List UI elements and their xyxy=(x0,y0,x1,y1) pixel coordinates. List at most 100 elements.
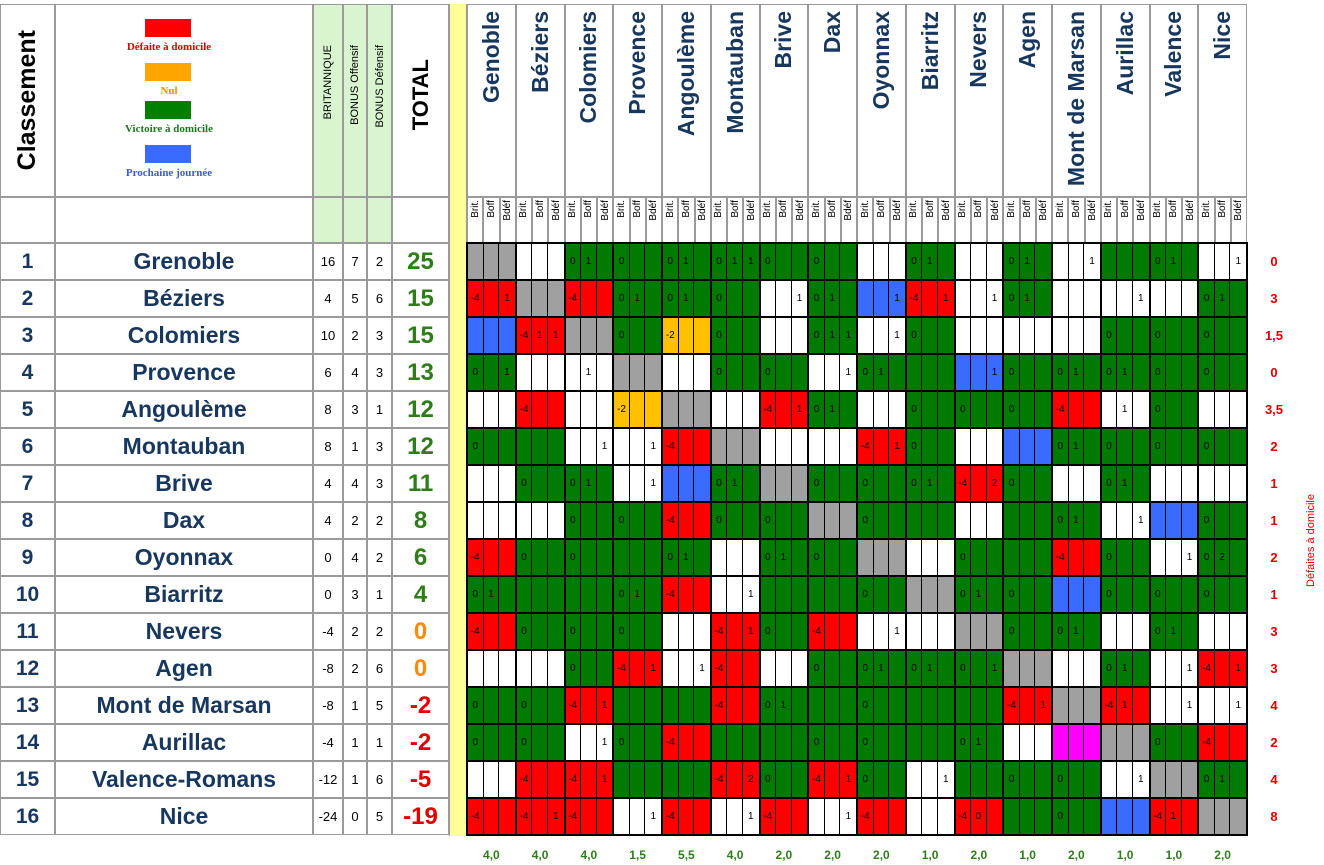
result-subcell xyxy=(858,318,874,353)
result-cell: -4 xyxy=(710,650,760,687)
result-subcell xyxy=(679,688,695,723)
column-header: Nevers xyxy=(954,4,1004,197)
result-subcell: 0 xyxy=(1053,429,1069,464)
result-subcell xyxy=(792,540,808,575)
result-cell: 1 xyxy=(808,354,857,391)
subheader-cell: Boff xyxy=(873,197,890,243)
result-subcell xyxy=(1151,762,1167,797)
column-header-label: Brive xyxy=(770,11,797,69)
result-subcell: 0 xyxy=(1102,466,1118,501)
result-subcell xyxy=(1035,355,1051,390)
bonus-defensif-value: 1 xyxy=(367,391,392,428)
subheader-label: Brit. xyxy=(1103,200,1115,218)
result-subcell xyxy=(1182,577,1198,612)
subheader-cell: Boff xyxy=(580,197,597,243)
result-subcell xyxy=(792,762,808,797)
result-subcell xyxy=(840,244,856,279)
result-subcell xyxy=(956,318,972,353)
result-cell: -4 1 xyxy=(759,391,809,428)
result-cell: 1 xyxy=(954,354,1004,391)
result-subcell: 1 xyxy=(1069,503,1085,538)
result-subcell xyxy=(1069,799,1085,834)
column-total-value: 2,0 xyxy=(970,848,988,862)
subheader-cell: Boff xyxy=(629,197,646,243)
total-value: 15 xyxy=(392,317,449,354)
result-subcell xyxy=(1020,466,1036,501)
result-cell: 0 xyxy=(467,724,516,761)
result-subcell xyxy=(938,651,954,686)
table-row: 14 Aurillac -4 1 1 -2 xyxy=(0,724,449,761)
result-cell: 0 xyxy=(1149,428,1199,465)
result-subcell xyxy=(874,466,890,501)
result-subcell xyxy=(1035,429,1051,464)
subheader-cell: Brit. xyxy=(1198,197,1215,243)
result-subcell: -4 xyxy=(517,762,533,797)
subheader-label: Bdéf xyxy=(1233,200,1245,221)
result-subcell xyxy=(987,614,1003,649)
result-subcell xyxy=(922,392,938,427)
result-subcell: 1 xyxy=(552,330,559,341)
result-subcell: 0 xyxy=(1151,614,1167,649)
result-subcell xyxy=(1182,429,1198,464)
result-subcell xyxy=(938,466,954,501)
result-subcell xyxy=(1199,614,1215,649)
result-subcell: 1 xyxy=(942,774,949,785)
result-subcell xyxy=(645,392,661,427)
result-cell: -4 1 xyxy=(564,687,614,724)
result-subcell xyxy=(743,429,759,464)
column-total-value: 5,5 xyxy=(678,848,695,862)
header-total-cell: TOTAL xyxy=(392,4,449,197)
result-subcell xyxy=(874,614,890,649)
result-subcell xyxy=(1182,355,1198,390)
result-subcell xyxy=(743,688,759,723)
result-subcell xyxy=(792,318,808,353)
result-subcell: 0 xyxy=(517,466,533,501)
table-row: 2 Béziers 4 5 6 15 xyxy=(0,280,449,317)
result-subcell xyxy=(694,688,710,723)
result-subcell: 0 xyxy=(1004,614,1020,649)
result-subcell xyxy=(694,799,710,834)
result-subcell xyxy=(712,725,728,760)
subheader-cell: Bdéf xyxy=(694,197,711,243)
britannique-value: 0 xyxy=(313,539,343,576)
result-subcell xyxy=(663,614,679,649)
result-subcell: -4 xyxy=(566,688,582,723)
result-subcell xyxy=(776,799,792,834)
result-cell: 1 xyxy=(613,428,662,465)
result-subcell xyxy=(1166,503,1182,538)
result-subcell: 0 xyxy=(907,318,923,353)
team-name: Béziers xyxy=(55,280,313,317)
result-cell xyxy=(467,502,516,539)
defaites-domicile-label-cell: Défaites à domicile xyxy=(1300,440,1322,640)
result-cell xyxy=(710,539,760,576)
subheader-label: Bdéf xyxy=(1038,200,1050,221)
result-subcell xyxy=(1035,466,1051,501)
result-subcell: 0 xyxy=(663,540,679,575)
result-subcell: 0 xyxy=(614,614,630,649)
result-subcell xyxy=(1230,503,1246,538)
result-subcell: -4 xyxy=(712,651,728,686)
result-subcell xyxy=(1020,540,1036,575)
result-subcell xyxy=(971,244,987,279)
result-subcell xyxy=(1117,577,1133,612)
result-subcell: 0 xyxy=(761,355,777,390)
result-subcell: 0 xyxy=(761,540,777,575)
result-subcell xyxy=(679,429,695,464)
result-cell xyxy=(1052,650,1101,687)
britannique-value: 8 xyxy=(313,428,343,465)
result-subcell xyxy=(499,244,515,279)
result-subcell xyxy=(566,725,582,760)
result-subcell xyxy=(630,318,646,353)
subheader-label: Bdéf xyxy=(1087,200,1099,221)
result-subcell: 0 xyxy=(566,244,582,279)
result-subcell xyxy=(1215,688,1231,723)
team-name: Provence xyxy=(55,354,313,391)
result-subcell xyxy=(1166,688,1182,723)
subheader-cell: Boff xyxy=(532,197,549,243)
result-subcell xyxy=(792,244,808,279)
result-cell: -4 2 xyxy=(954,465,1004,502)
